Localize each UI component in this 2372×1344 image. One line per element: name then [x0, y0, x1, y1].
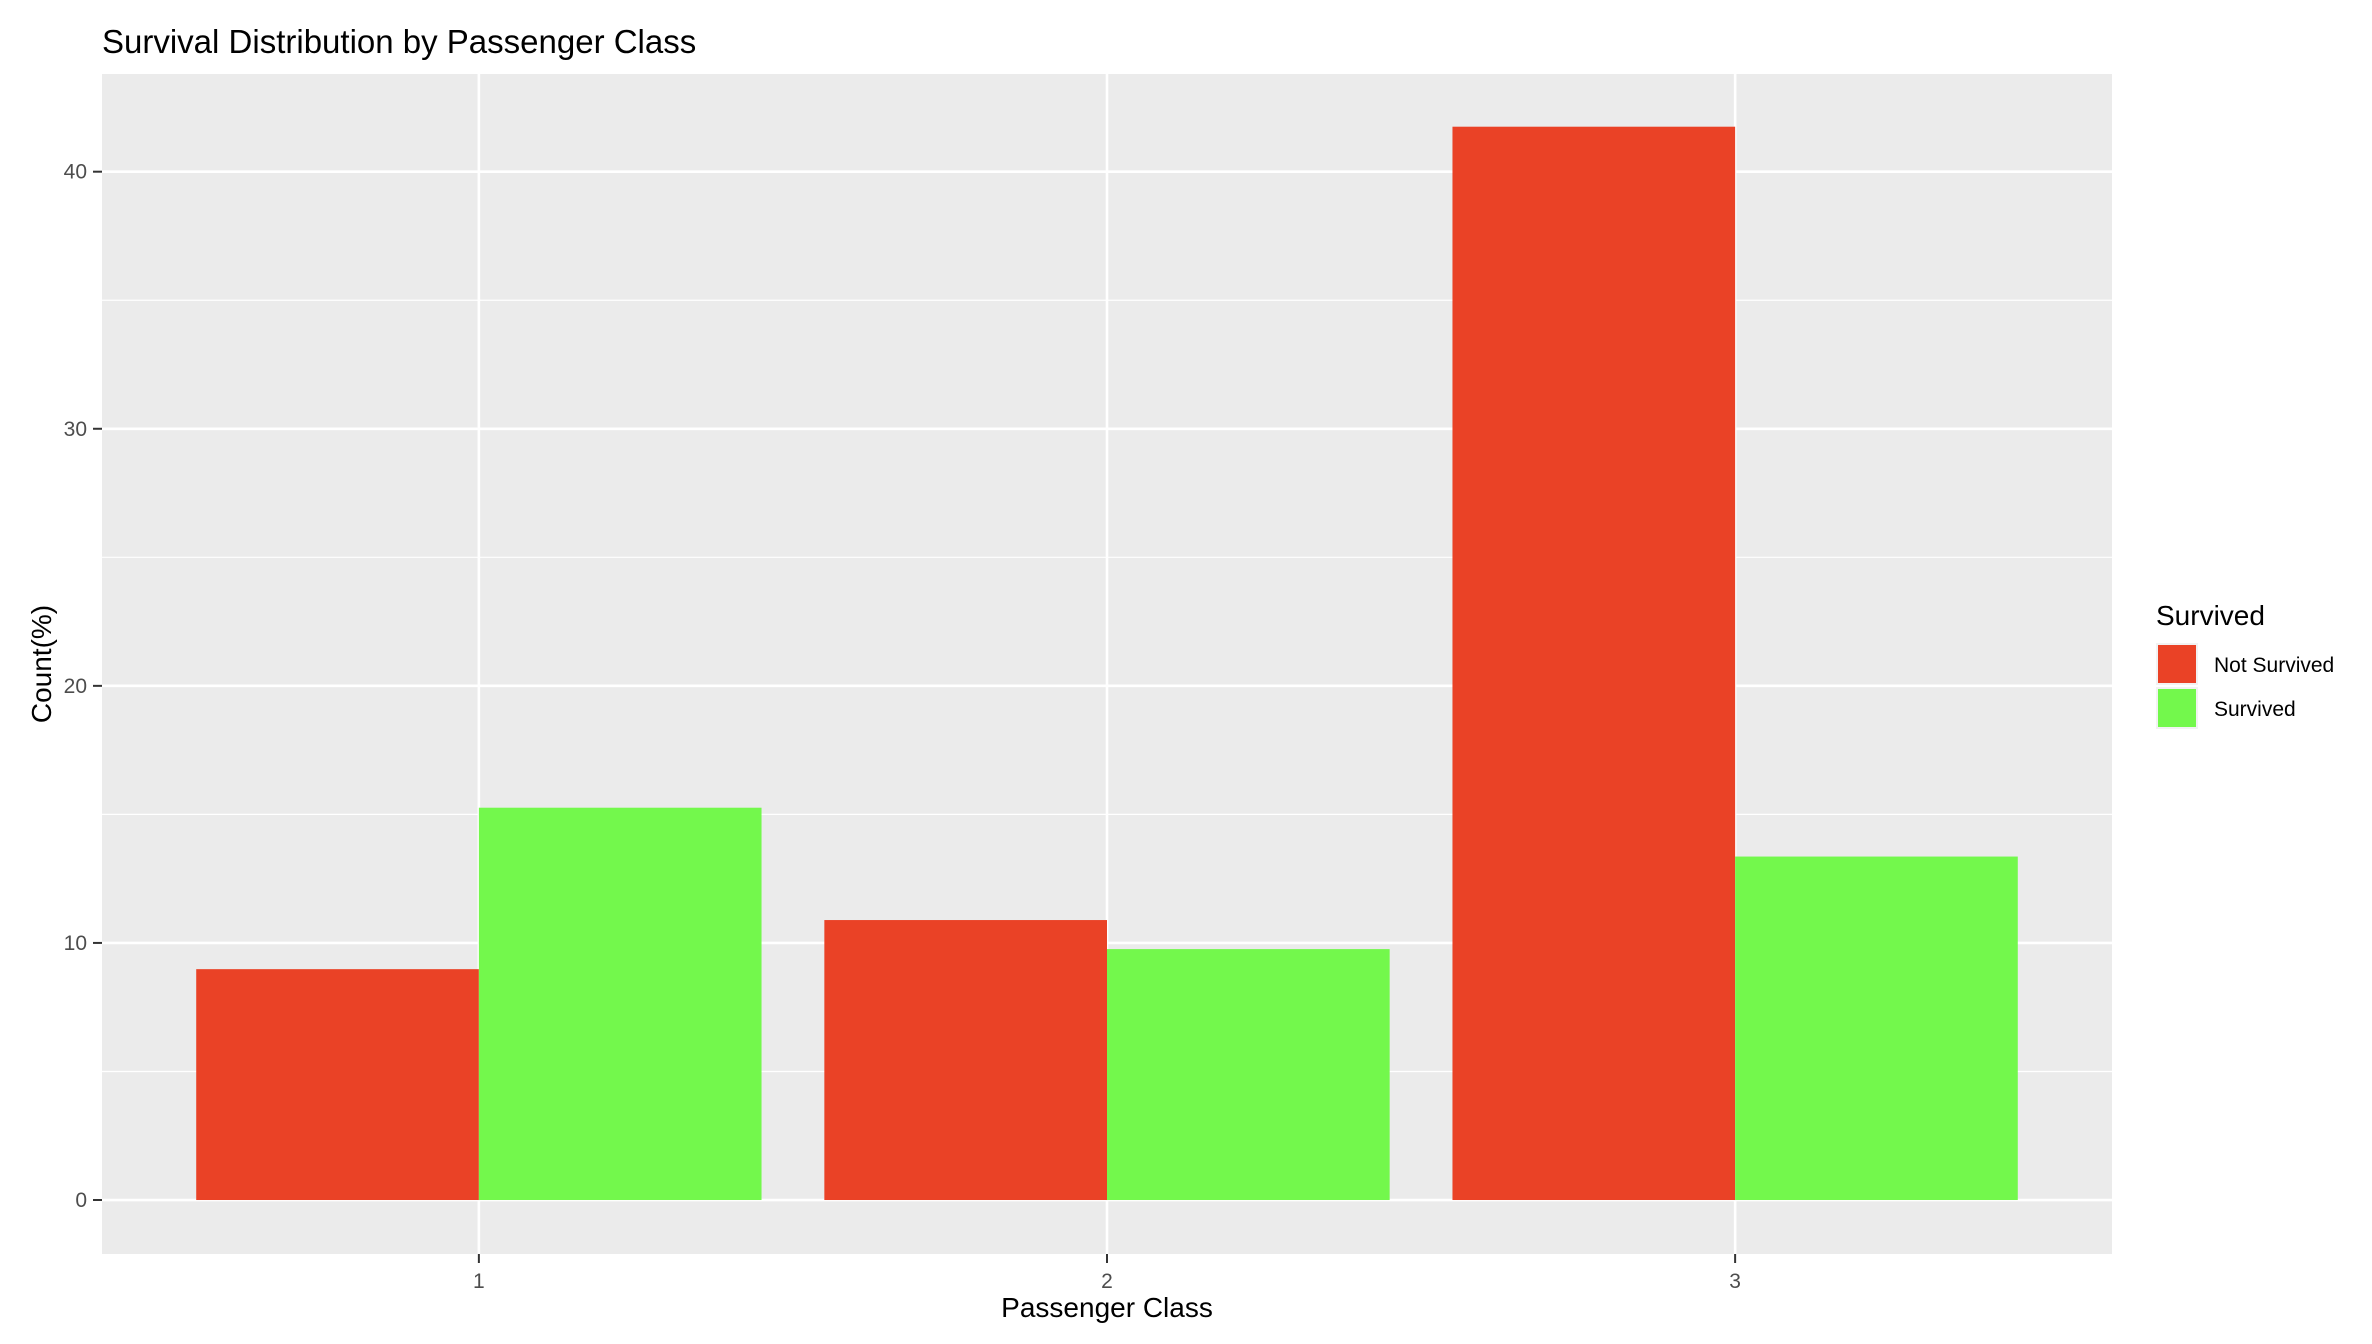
- x-axis: 1 2 3: [473, 1254, 1741, 1293]
- bar-survived-class-3: [1735, 856, 2018, 1201]
- y-tick-label: 20: [64, 675, 87, 698]
- y-tick-label: 30: [64, 418, 87, 441]
- x-axis-title: Passenger Class: [1001, 1292, 1213, 1323]
- bar-not-survived-class-3: [1452, 126, 1736, 1201]
- bar-not-survived-class-1: [196, 969, 479, 1201]
- x-tick-label: 2: [1101, 1270, 1113, 1293]
- chart-title: Survival Distribution by Passenger Class: [102, 23, 696, 60]
- bars-group: [196, 126, 2018, 1201]
- y-axis-title: Count(%): [26, 605, 57, 723]
- legend-items: Not Survived Survived: [2156, 643, 2334, 729]
- legend-title: Survived: [2156, 600, 2265, 631]
- x-tick-label: 1: [473, 1270, 485, 1293]
- y-tick-label: 40: [64, 161, 87, 184]
- legend-label: Survived: [2214, 698, 2296, 721]
- legend: Survived Not Survived Survived: [2156, 600, 2334, 729]
- y-axis: 0 10 20 30 40: [64, 161, 102, 1212]
- bar-survived-class-2: [1107, 949, 1390, 1201]
- bar-not-survived-class-2: [824, 920, 1107, 1201]
- bar-survived-class-1: [478, 807, 762, 1201]
- y-tick-label: 10: [64, 932, 87, 955]
- legend-swatch: [2158, 689, 2196, 727]
- legend-swatch: [2158, 645, 2196, 683]
- x-tick-label: 3: [1729, 1270, 1741, 1293]
- y-tick-label: 0: [75, 1189, 87, 1212]
- legend-label: Not Survived: [2214, 654, 2334, 677]
